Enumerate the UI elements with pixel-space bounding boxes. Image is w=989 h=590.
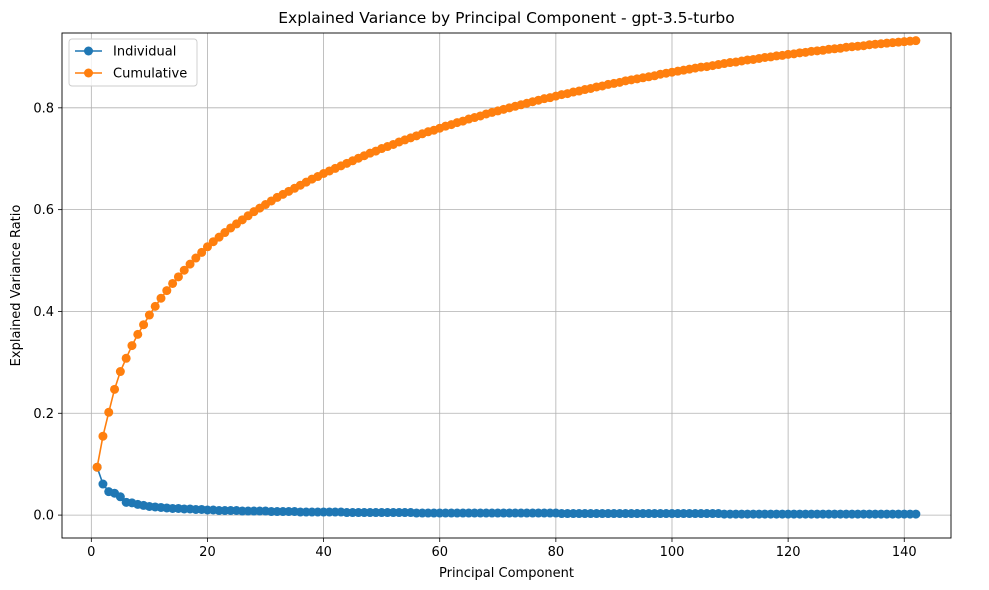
individual-series bbox=[92, 462, 921, 519]
y-tick-label: 0.0 bbox=[33, 509, 54, 524]
x-tick-label: 80 bbox=[548, 545, 565, 560]
y-tick-label: 0.4 bbox=[33, 305, 54, 320]
cumulative-point bbox=[115, 367, 125, 377]
cumulative-point bbox=[144, 310, 154, 320]
cumulative-point bbox=[185, 259, 195, 269]
x-tick-label: 0 bbox=[87, 545, 95, 560]
legend-marker bbox=[84, 68, 93, 78]
series bbox=[92, 36, 921, 519]
chart-title: Explained Variance by Principal Componen… bbox=[278, 9, 734, 27]
y-axis-label: Explained Variance Ratio bbox=[9, 205, 24, 367]
cumulative-point bbox=[168, 278, 178, 288]
legend-entry-individual: Individual bbox=[75, 45, 176, 60]
y-tick-label: 0.2 bbox=[33, 407, 54, 422]
cumulative-point bbox=[162, 286, 172, 296]
legend-marker bbox=[84, 46, 93, 56]
cumulative-point bbox=[92, 462, 102, 472]
cumulative-point bbox=[104, 407, 114, 417]
x-axis-label: Principal Component bbox=[439, 566, 574, 581]
cumulative-point bbox=[202, 242, 212, 252]
cumulative-point bbox=[150, 301, 160, 311]
legend-label: Cumulative bbox=[113, 67, 187, 82]
cumulative-point bbox=[98, 431, 108, 441]
cumulative-point bbox=[191, 253, 201, 263]
cumulative-point bbox=[139, 320, 149, 330]
cumulative-point bbox=[110, 384, 120, 394]
x-tick-label: 120 bbox=[776, 545, 801, 560]
x-tick-label: 40 bbox=[315, 545, 332, 560]
cumulative-point bbox=[179, 265, 189, 275]
cumulative-point bbox=[173, 272, 183, 282]
cumulative-series bbox=[92, 36, 921, 472]
individual-point bbox=[911, 509, 921, 519]
cumulative-point bbox=[133, 329, 143, 339]
legend: Individual Cumulative bbox=[68, 38, 198, 87]
cumulative-point bbox=[911, 36, 921, 46]
cumulative-point bbox=[127, 341, 137, 351]
individual-point bbox=[115, 492, 125, 502]
x-tick-label: 20 bbox=[199, 545, 216, 560]
legend-label: Individual bbox=[113, 45, 176, 60]
cumulative-point bbox=[156, 293, 166, 303]
plot-frame bbox=[61, 32, 952, 539]
individual-point bbox=[98, 479, 108, 489]
x-tick-label: 60 bbox=[431, 545, 448, 560]
x-tick-label: 140 bbox=[892, 545, 917, 560]
cumulative-point bbox=[121, 353, 131, 363]
y-tick-label: 0.8 bbox=[33, 101, 54, 116]
ticks: 0 20 40 60 80 100 120 140 0.0 0.2 0.4 0.6 0.8 bbox=[33, 101, 916, 560]
cumulative-point bbox=[197, 247, 207, 257]
legend-entry-cumulative: Cumulative bbox=[75, 67, 187, 82]
x-tick-label: 100 bbox=[660, 545, 685, 560]
y-tick-label: 0.6 bbox=[33, 203, 54, 218]
